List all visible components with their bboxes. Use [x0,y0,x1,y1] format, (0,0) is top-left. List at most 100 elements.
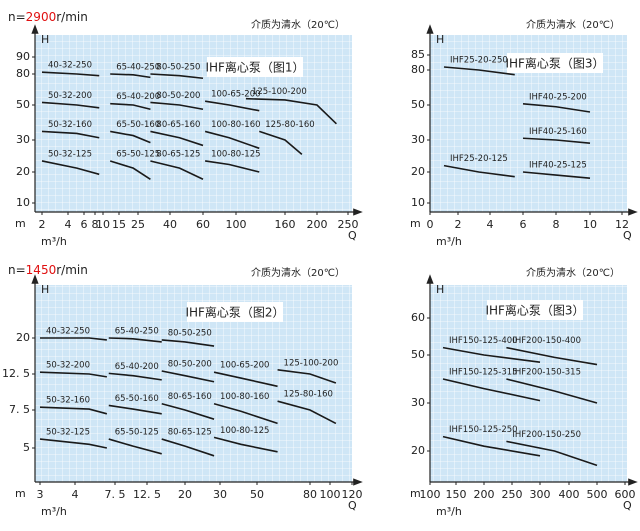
curve-label: 65-50-125 [115,428,159,438]
curve-label: 50-32-125 [48,149,92,159]
curve-label: 100-80-160 [220,392,269,402]
curve-label: 100-65-200 [220,361,269,371]
note: 介质为清水（20℃） [526,266,620,279]
pump-curve [443,164,515,178]
y-tick-label: 30 [16,133,30,146]
curve-label: 80-65-125 [168,428,212,438]
pump-curve [522,103,591,113]
pump-curve [40,337,107,341]
y-tick-label: 50 [411,98,425,111]
speed-unit: r/min [56,10,88,24]
y-tick-label: 50 [411,348,425,361]
pump-curve [259,130,303,155]
curve-label: 50-32-160 [46,396,90,406]
curve-label: 65-40-250 [115,327,159,337]
curve-label: IHF40-25-160 [529,127,587,137]
x-tick-label: 120 [342,488,363,501]
speed-value: 2900 [26,10,57,24]
curve-label: 100-80-125 [211,149,260,159]
x-tick-label: 8 [92,218,99,231]
pump-curve [506,378,598,404]
pump-curve [277,400,337,425]
y-axis-label: H [41,33,49,46]
pump-curve [277,369,337,384]
x-tick-label: 200 [307,218,328,231]
y-tick-label: 50 [16,98,30,111]
y-tick-label: 80 [411,63,425,76]
pump-curve [161,402,215,420]
curve-label: 125-100-200 [252,87,307,97]
pump-curve [150,73,204,80]
x-tick-label: 6 [520,218,527,231]
pump-curve [39,371,107,378]
y-tick-label: 10 [411,196,425,209]
x-tick-label: 500 [587,488,608,501]
curve-label: 80-65-125 [156,149,200,159]
curve-label: 65-40-200 [116,92,160,102]
chart-title: IHF离心泵（图2） [185,305,284,320]
curve-label: 80-50-200 [156,91,200,101]
curve-label: 50-32-200 [48,91,92,101]
curve-label: IHF200-150-250 [512,430,581,440]
pump-curve [204,130,260,150]
chart-title: IHF离心泵（图3） [505,56,604,71]
pump-curve [213,402,278,425]
x-tick-label: 300 [530,488,551,501]
x-tick-label: 60 [196,218,210,231]
curve-label: 125-100-200 [284,358,339,368]
x-tick-label: 100 [226,218,247,231]
x-axis-label: Q [348,499,357,512]
y-tick-label: 20 [411,444,425,457]
curve-label: 65-50-160 [116,120,160,130]
pump-curve [442,378,541,402]
pump-curve [161,370,215,383]
curve-label: 100-65-200 [211,90,260,100]
x-tick-label: 400 [559,488,580,501]
x-tick-label: 2 [39,218,46,231]
x-tick-label: 3 [37,488,44,501]
y-tick-label: 60 [411,311,425,324]
x-tick-label: 12 [615,218,629,231]
pump-curve [110,130,151,144]
pump-curve [213,371,278,388]
y-unit: m [15,217,26,230]
x-tick-label: 100 [420,488,441,501]
note: 介质为清水（20℃） [251,18,345,31]
x-unit: m³/h [41,505,67,518]
curve-label: IHF40-25-125 [529,161,587,171]
speed: n=2900r/min [8,10,88,24]
x-tick-label: 20 [178,488,192,501]
pump-curve [442,346,541,363]
curve-label: 80-50-250 [156,63,200,73]
speed: n=1450r/min [8,263,88,277]
curve-label: 50-32-160 [48,120,92,130]
speed-prefix: n= [8,263,26,277]
title-box [507,53,603,73]
curve-label: 100-80-125 [220,426,269,436]
note: 介质为清水（20℃） [526,18,620,31]
pump-curve [108,372,162,381]
curve-label: 65-40-250 [116,63,160,73]
y-unit: m [410,487,421,500]
y-tick-label: 10 [16,196,30,209]
y-tick-label: 85 [411,48,425,61]
x-tick-label: 200 [474,488,495,501]
x-tick-label: 10 [96,218,110,231]
speed-value: 1450 [26,263,57,277]
pump-curve [150,160,204,180]
speed-prefix: n= [8,10,26,24]
curve-label: 80-65-160 [156,120,200,130]
x-tick-label: 25 [131,218,145,231]
curve-label: IHF200-150-315 [512,368,581,378]
x-tick-label: 250 [502,488,523,501]
y-tick-label: 30 [411,133,425,146]
y-axis-label: H [436,283,444,296]
x-axis-label: Q [348,229,357,242]
pump-curve [161,339,215,347]
curve-label: 125-80-160 [265,120,314,130]
speed-unit: r/min [56,263,88,277]
y-tick-label: 7. 5 [9,403,30,416]
pump-curve [442,435,541,457]
chart-title: IHF离心泵（图3） [485,303,584,318]
